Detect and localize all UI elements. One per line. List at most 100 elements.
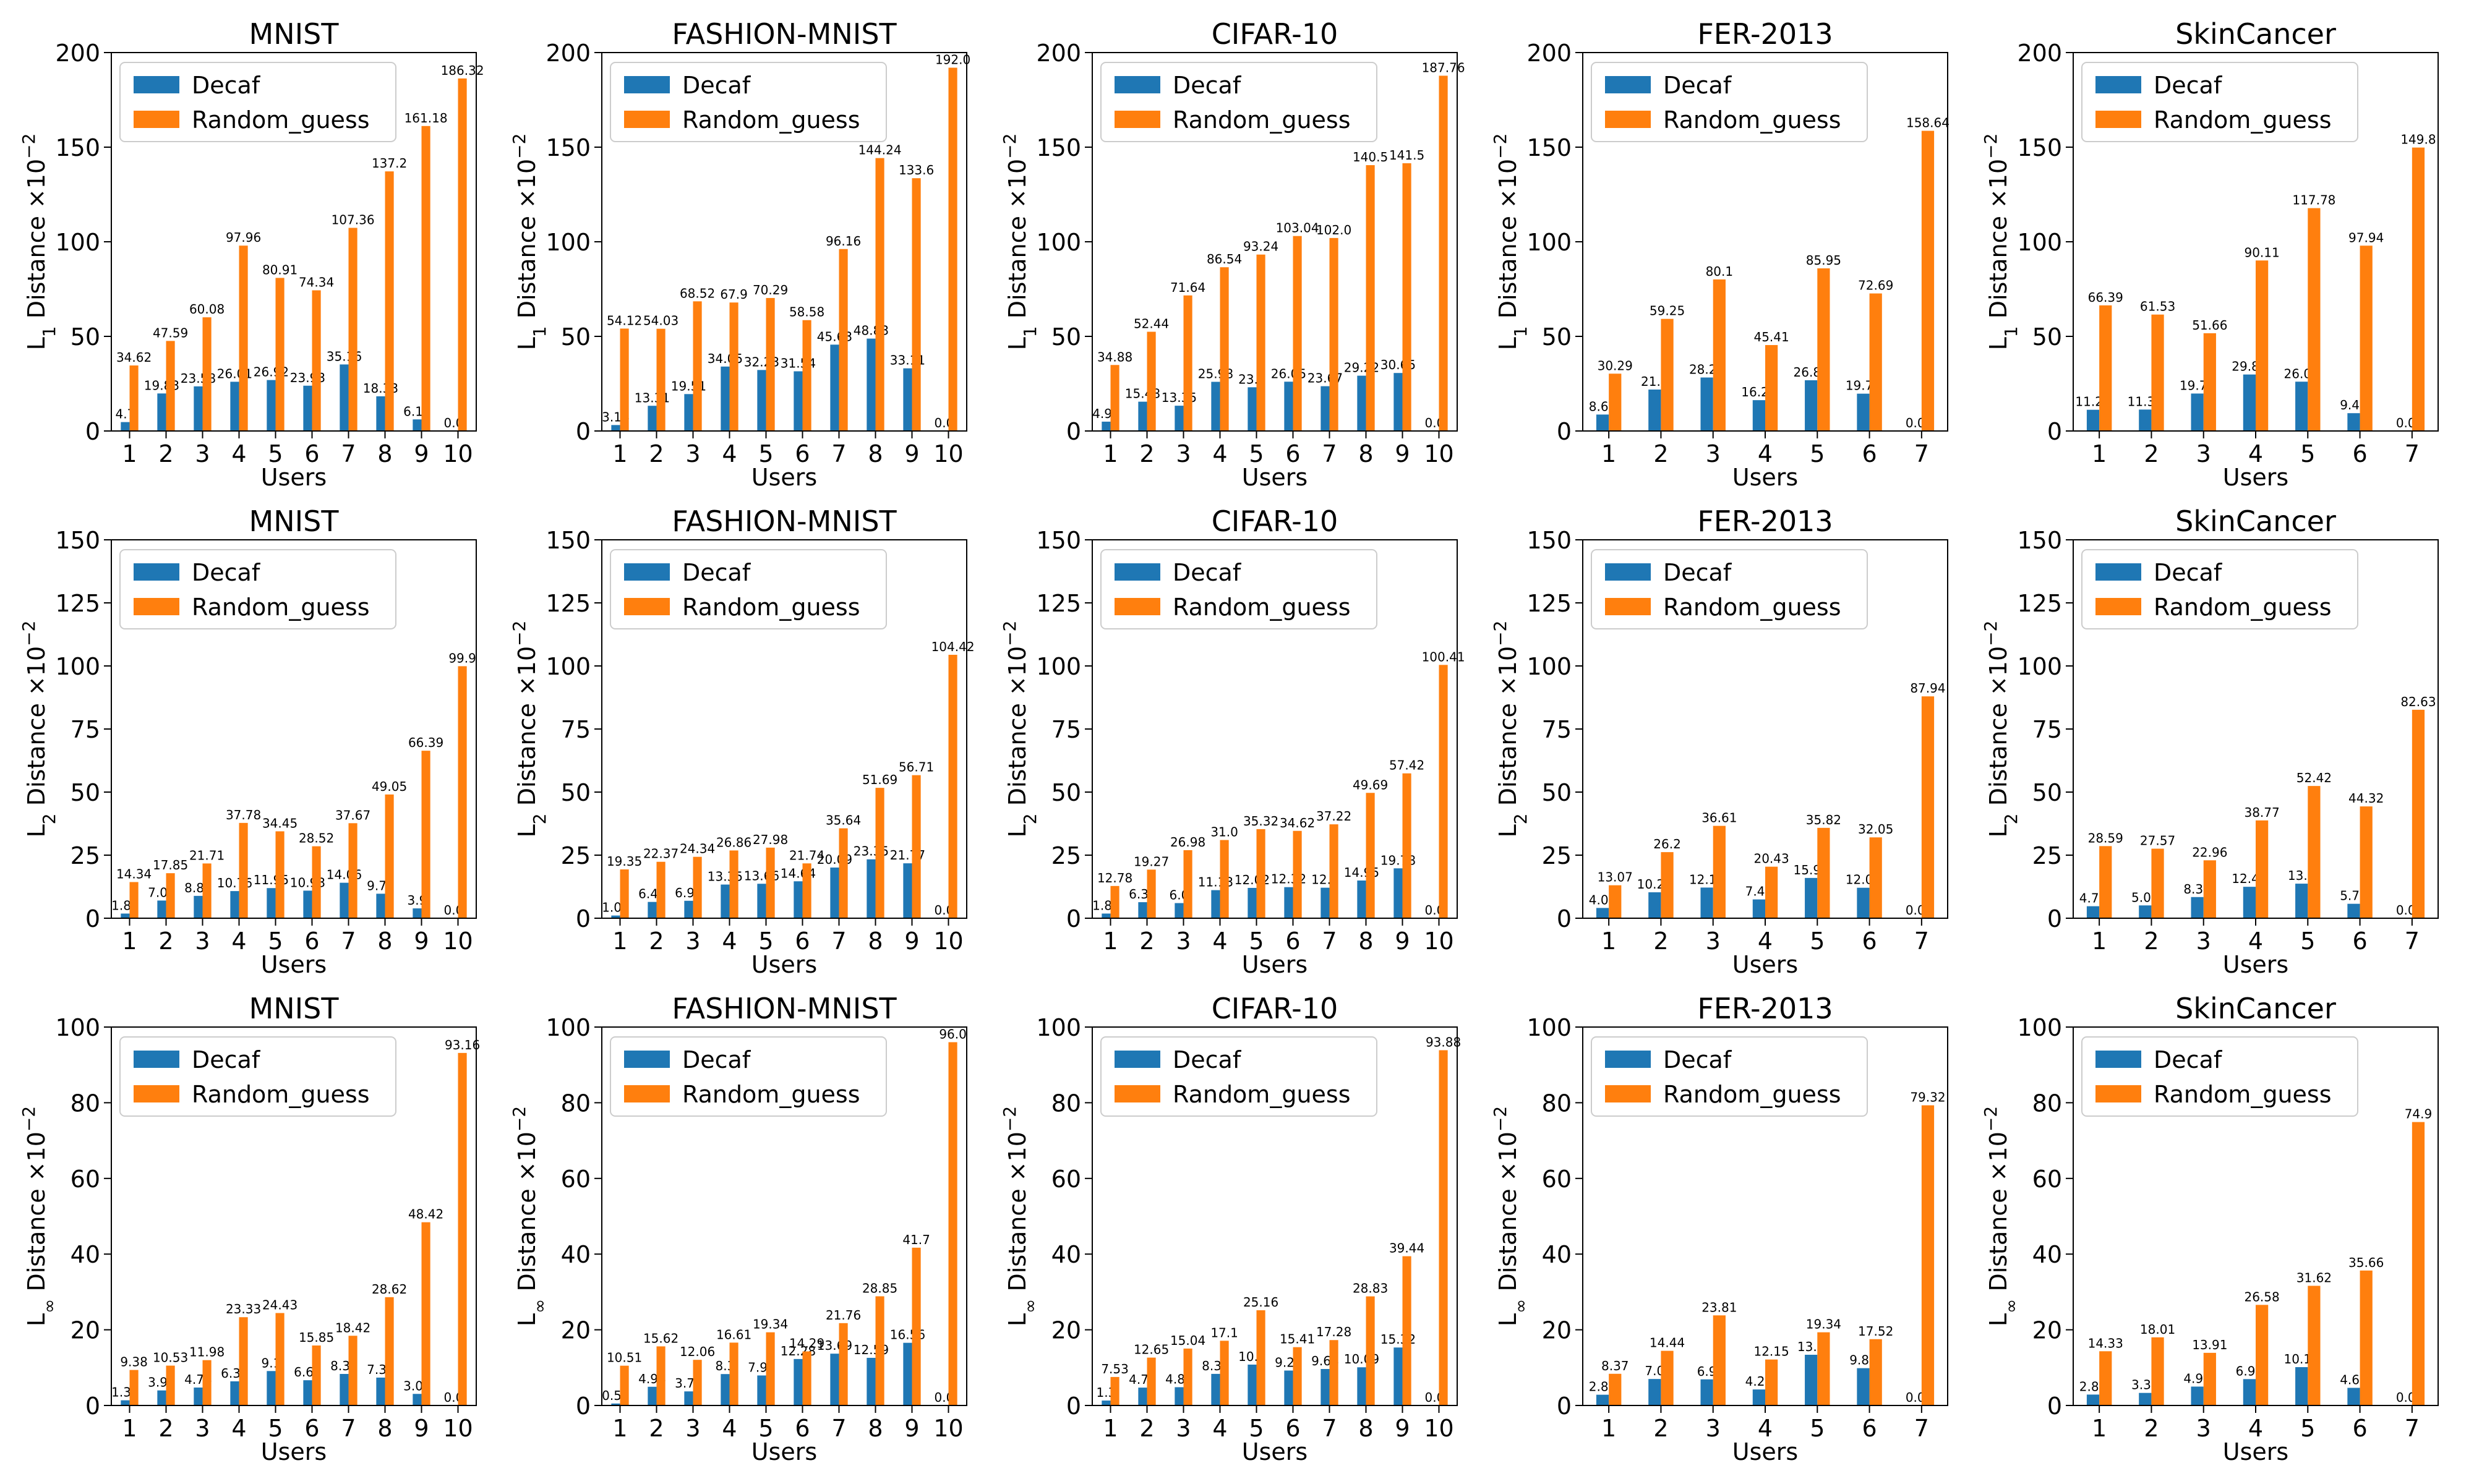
legend-box: [2081, 549, 2358, 629]
x-tick-label: 4: [722, 927, 737, 955]
y-tick-label: 75: [1542, 716, 1572, 743]
bar-decaf: [1320, 887, 1330, 918]
y-axis-label-sub: 1: [529, 326, 550, 337]
bar-decaf: [867, 859, 876, 918]
bar-decaf: [1102, 913, 1111, 918]
bar-decaf: [721, 366, 730, 431]
bar-random-guess: [1147, 869, 1156, 918]
y-tick-label: 100: [1036, 229, 1081, 256]
x-tick-label: 4: [1212, 1415, 1227, 1442]
data-label-random-guess: 15.41: [1280, 1332, 1315, 1347]
bar-random-guess: [1765, 866, 1778, 918]
bar-random-guess: [385, 171, 394, 431]
bar-random-guess: [1713, 279, 1726, 431]
x-tick-label: 9: [1395, 927, 1410, 955]
y-axis-label-text: Distance ×10: [1494, 646, 1522, 814]
y-axis-label-text: Distance ×10: [1004, 646, 1031, 814]
x-tick-label: 7: [2405, 927, 2420, 955]
y-tick-label: 150: [55, 134, 100, 161]
subplot-title: MNIST: [249, 505, 340, 538]
y-axis-label-symbol: L: [1004, 1313, 1031, 1326]
data-label-random-guess: 137.2: [372, 156, 407, 171]
x-tick-label: 7: [341, 440, 356, 467]
bar-random-guess: [620, 869, 629, 918]
bar-decaf: [2243, 374, 2256, 431]
data-label-random-guess: 140.5: [1353, 150, 1388, 164]
bar-decaf: [1393, 373, 1403, 431]
y-tick-label: 100: [1526, 653, 1572, 680]
bar-random-guess: [1765, 345, 1778, 431]
y-axis-label-sup: −2: [509, 1106, 529, 1132]
bar-decaf: [1596, 414, 1609, 431]
y-tick-label: 125: [1526, 590, 1572, 617]
y-axis-label-sup: −2: [999, 1106, 1020, 1132]
y-axis-label-text: Distance ×10: [23, 1132, 50, 1299]
x-tick-label: 2: [2144, 1415, 2159, 1442]
x-tick-label: 5: [1810, 440, 1825, 467]
x-tick-label: 10: [933, 1415, 963, 1442]
bar-decaf: [684, 900, 693, 918]
x-tick-label: 2: [1139, 927, 1154, 955]
bar-decaf: [1596, 908, 1609, 918]
x-tick-label: 5: [268, 927, 283, 955]
data-label-random-guess: 47.59: [153, 325, 188, 340]
x-tick-label: 2: [158, 1415, 173, 1442]
bar-random-guess: [2203, 860, 2216, 918]
data-label-random-guess: 187.76: [1422, 60, 1465, 75]
legend-box: [1591, 549, 1868, 629]
y-tick-label: 80: [71, 1090, 100, 1117]
data-label-random-guess: 15.62: [643, 1331, 678, 1345]
bar-decaf: [721, 1374, 730, 1405]
bar-random-guess: [1402, 1256, 1411, 1405]
y-axis-label-text: Distance ×10: [1494, 1132, 1522, 1299]
x-tick-label: 1: [612, 927, 627, 955]
y-axis-label: L1 Distance ×10−2: [1980, 134, 2021, 351]
y-tick-label: 150: [55, 527, 100, 554]
x-tick-label: 2: [1653, 1415, 1668, 1442]
x-tick-label: 10: [1424, 927, 1453, 955]
x-tick-label: 5: [1249, 927, 1264, 955]
data-label-random-guess: 38.77: [2244, 805, 2279, 820]
legend-label-decaf: Decaf: [1663, 72, 1732, 99]
legend-label-decaf: Decaf: [1173, 1046, 1242, 1073]
y-tick-label: 0: [1066, 905, 1081, 932]
legend-swatch-random-guess: [624, 111, 670, 128]
y-axis-label: L2 Distance ×10−2: [1980, 621, 2021, 838]
data-label-random-guess: 21.74: [789, 848, 824, 863]
y-tick-label: 200: [546, 40, 591, 67]
subplot-title: MNIST: [249, 992, 340, 1025]
axes-frame: [111, 539, 477, 919]
bar-random-guess: [2151, 314, 2164, 431]
y-axis-label-sup: −2: [999, 621, 1020, 646]
bar-decaf: [794, 1358, 803, 1405]
bar-random-guess: [912, 178, 921, 431]
bar-decaf: [157, 1390, 166, 1405]
data-label-random-guess: 17.1: [1210, 1325, 1238, 1340]
bar-random-guess: [1439, 75, 1448, 431]
y-axis-label-text: Distance ×10: [1985, 646, 2012, 814]
bar-decaf: [340, 364, 349, 431]
bar-decaf: [2139, 409, 2152, 431]
x-tick-label: 4: [231, 440, 246, 467]
bar-decaf: [1393, 868, 1403, 918]
data-label-random-guess: 18.01: [2140, 1322, 2175, 1337]
legend-box: [119, 1036, 396, 1117]
bar-decaf: [648, 902, 657, 918]
bar-random-guess: [2308, 208, 2321, 431]
bar-random-guess: [129, 882, 139, 918]
bar-random-guess: [1329, 1340, 1338, 1405]
y-axis-label: L∞ Distance ×10−2: [509, 1106, 550, 1326]
x-tick-label: 8: [1358, 927, 1373, 955]
y-axis-label: L1 Distance ×10−2: [19, 134, 59, 351]
bar-decaf: [2347, 413, 2360, 431]
bar-decaf: [1320, 386, 1330, 431]
bar-random-guess: [275, 831, 285, 918]
data-label-random-guess: 74.9: [2405, 1107, 2433, 1122]
x-tick-label: 6: [1862, 440, 1877, 467]
legend-label-random-guess: Random_guess: [1663, 594, 1841, 621]
legend-box: [2081, 62, 2358, 142]
x-tick-label: 1: [1103, 1415, 1118, 1442]
y-tick-label: 25: [2032, 842, 2062, 869]
data-label-random-guess: 7.53: [1101, 1362, 1129, 1376]
